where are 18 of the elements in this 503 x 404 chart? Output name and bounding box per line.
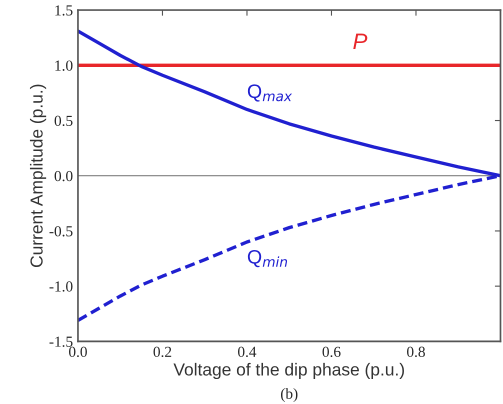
y-tick-label: -1.0	[49, 281, 73, 292]
y-tick-label: 0.5	[54, 116, 73, 126]
y-tick-label: -1.5	[49, 336, 73, 347]
y-tick-label: 1.5	[55, 5, 73, 16]
x-tick-label: 0.8	[407, 346, 425, 358]
x-tick-label: 0.6	[322, 346, 341, 358]
series-label: Q$_{min}$	[248, 250, 288, 268]
y-tick-label: 0.0	[54, 170, 73, 182]
x-axis-title: Voltage of the dip phase (p.u.)	[173, 362, 404, 380]
text: (b)	[280, 388, 298, 402]
y-tick-label: -0.5	[49, 226, 73, 236]
series-label: Q$_{max}$	[248, 84, 292, 102]
x-tick-label: 0.2	[154, 346, 172, 358]
y-axis-title: Current Amplitude (p.u.)	[30, 84, 46, 268]
series-label: P	[353, 34, 368, 49]
y-tick-label: 1.0	[55, 60, 73, 71]
x-tick-label: 0.4	[238, 346, 256, 358]
x-tick-label: 0.0	[69, 346, 87, 358]
